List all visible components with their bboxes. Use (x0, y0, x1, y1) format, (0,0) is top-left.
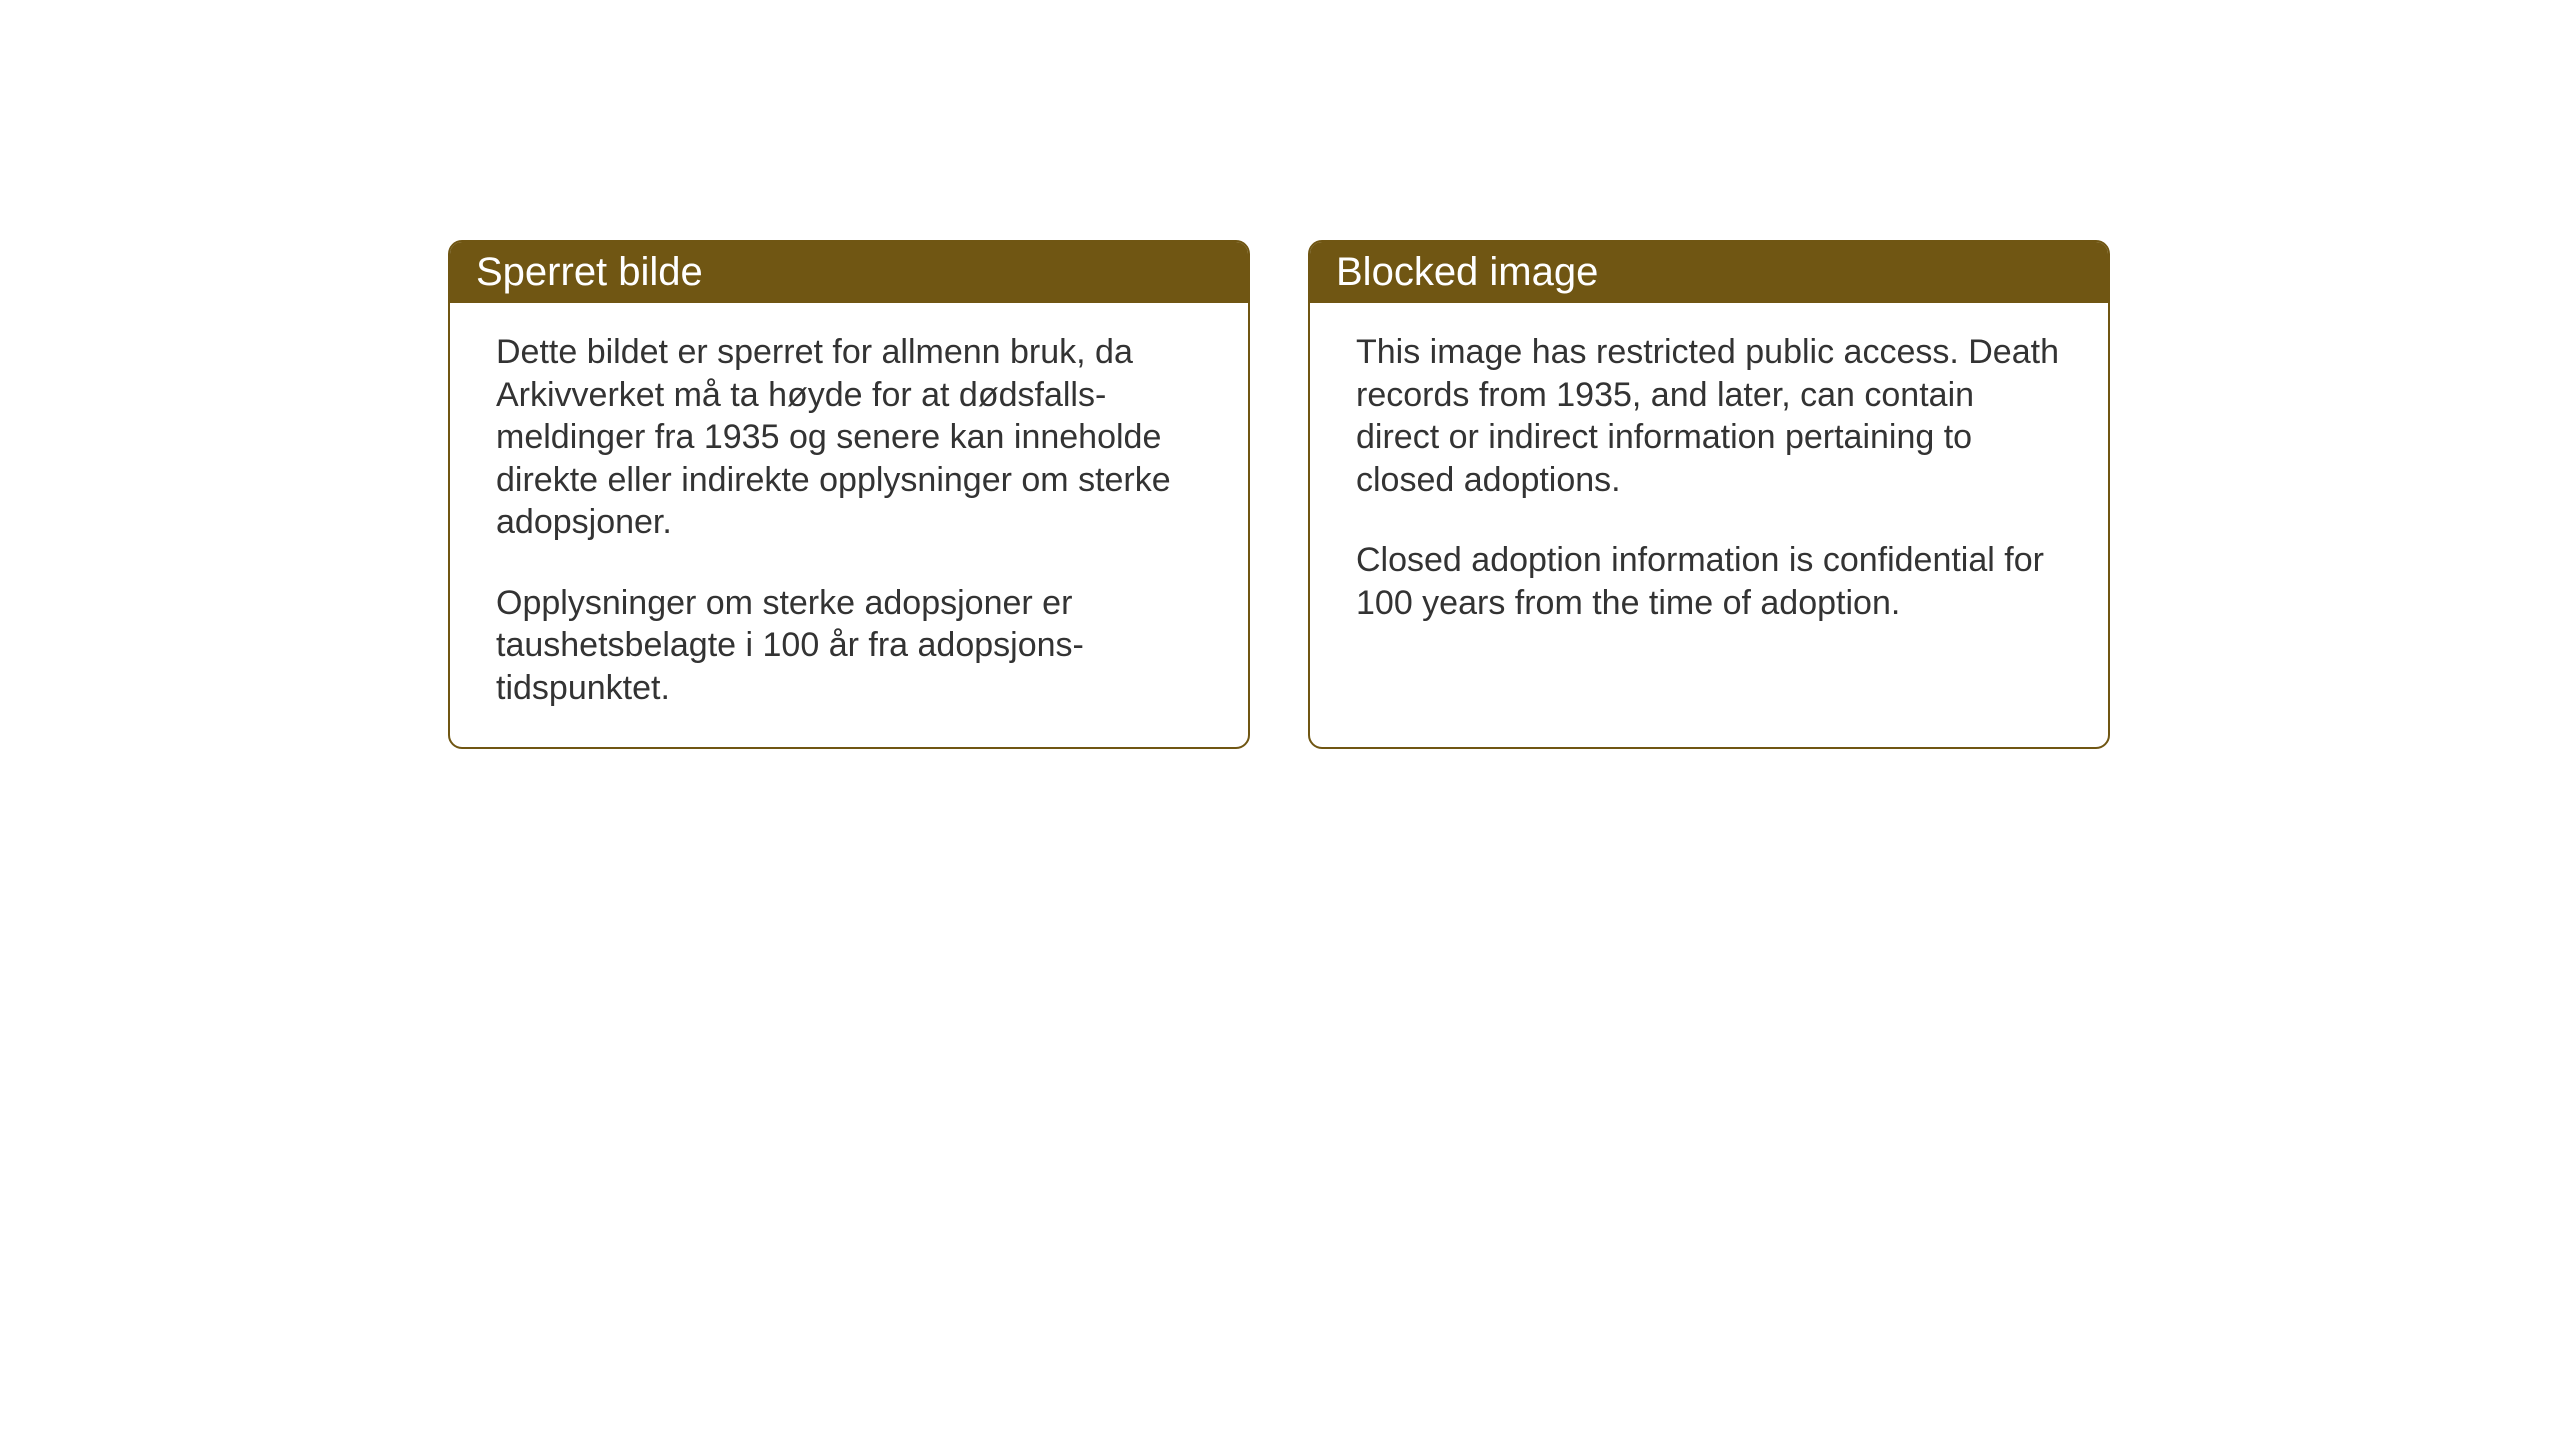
card-header-norwegian: Sperret bilde (450, 242, 1248, 303)
card-paragraph: Closed adoption information is confident… (1356, 539, 2062, 624)
card-paragraph: Dette bildet er sperret for allmenn bruk… (496, 331, 1202, 544)
notice-card-norwegian: Sperret bilde Dette bildet er sperret fo… (448, 240, 1250, 749)
notice-card-english: Blocked image This image has restricted … (1308, 240, 2110, 749)
card-title-norwegian: Sperret bilde (476, 250, 703, 294)
card-paragraph: Opplysninger om sterke adopsjoner er tau… (496, 582, 1202, 710)
card-body-english: This image has restricted public access.… (1310, 303, 2108, 662)
card-title-english: Blocked image (1336, 250, 1598, 294)
card-header-english: Blocked image (1310, 242, 2108, 303)
card-body-norwegian: Dette bildet er sperret for allmenn bruk… (450, 303, 1248, 747)
notice-container: Sperret bilde Dette bildet er sperret fo… (448, 240, 2110, 749)
card-paragraph: This image has restricted public access.… (1356, 331, 2062, 501)
